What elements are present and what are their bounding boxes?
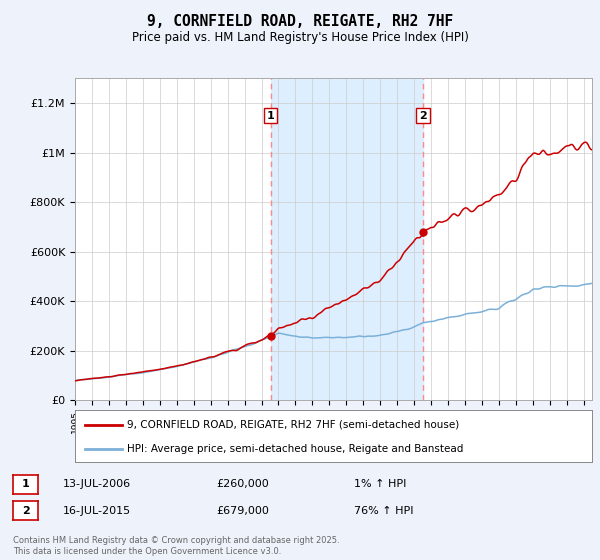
Text: 16-JUL-2015: 16-JUL-2015 [63, 506, 131, 516]
Text: 9, CORNFIELD ROAD, REIGATE, RH2 7HF: 9, CORNFIELD ROAD, REIGATE, RH2 7HF [147, 14, 453, 29]
Text: 1: 1 [22, 479, 29, 489]
Text: HPI: Average price, semi-detached house, Reigate and Banstead: HPI: Average price, semi-detached house,… [127, 444, 463, 454]
Text: Contains HM Land Registry data © Crown copyright and database right 2025.
This d: Contains HM Land Registry data © Crown c… [13, 536, 340, 556]
Text: 9, CORNFIELD ROAD, REIGATE, RH2 7HF (semi-detached house): 9, CORNFIELD ROAD, REIGATE, RH2 7HF (sem… [127, 420, 459, 430]
Text: 1: 1 [266, 110, 274, 120]
Text: 1% ↑ HPI: 1% ↑ HPI [354, 479, 406, 489]
Text: £679,000: £679,000 [216, 506, 269, 516]
Text: 2: 2 [419, 110, 427, 120]
Text: 76% ↑ HPI: 76% ↑ HPI [354, 506, 413, 516]
Text: 2: 2 [22, 506, 29, 516]
Text: Price paid vs. HM Land Registry's House Price Index (HPI): Price paid vs. HM Land Registry's House … [131, 31, 469, 44]
Text: 13-JUL-2006: 13-JUL-2006 [63, 479, 131, 489]
Text: £260,000: £260,000 [216, 479, 269, 489]
Bar [271, 78, 423, 400]
